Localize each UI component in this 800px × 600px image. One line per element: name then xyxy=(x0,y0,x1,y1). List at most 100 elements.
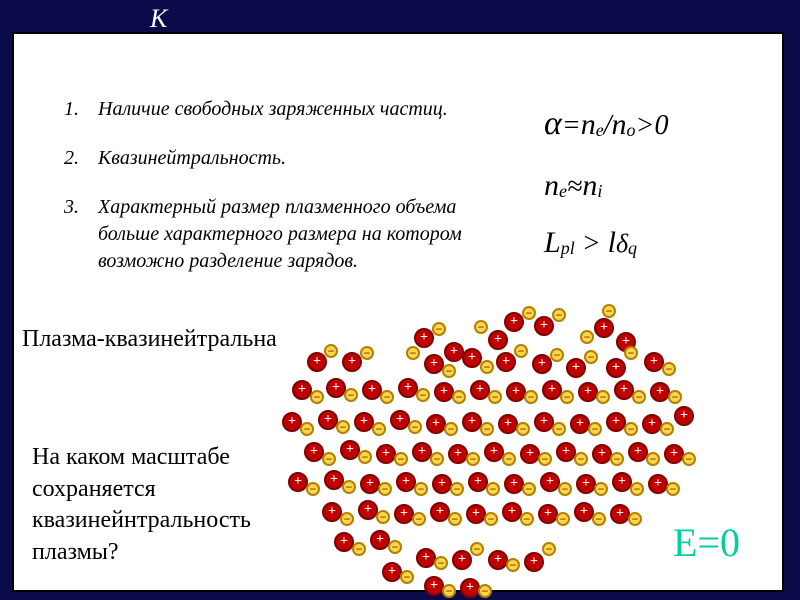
positive-ion-icon: + xyxy=(592,444,612,464)
positive-ion-icon: + xyxy=(318,410,338,430)
formula-density: ne≈ni xyxy=(544,157,668,214)
electron-icon: − xyxy=(336,420,350,434)
positive-ion-icon: + xyxy=(498,414,518,434)
positive-ion-icon: + xyxy=(434,382,454,402)
content-panel: 1. Наличие свободных заряженных частиц. … xyxy=(12,32,784,592)
electron-icon: − xyxy=(430,452,444,466)
positive-ion-icon: + xyxy=(324,470,344,490)
electron-icon: − xyxy=(514,344,528,358)
positive-ion-icon: + xyxy=(414,328,434,348)
positive-ion-icon: + xyxy=(390,410,410,430)
electron-icon: − xyxy=(434,556,448,570)
electron-icon: − xyxy=(522,482,536,496)
positive-ion-icon: + xyxy=(610,504,630,524)
electron-icon: − xyxy=(610,452,624,466)
electron-icon: − xyxy=(558,482,572,496)
electron-icon: − xyxy=(660,422,674,436)
positive-ion-icon: + xyxy=(576,474,596,494)
positive-ion-icon: + xyxy=(468,472,488,492)
properties-list: 1. Наличие свободных заряженных частиц. … xyxy=(64,96,504,297)
positive-ion-icon: + xyxy=(396,472,416,492)
electron-icon: − xyxy=(580,330,594,344)
electron-icon: − xyxy=(474,320,488,334)
positive-ion-icon: + xyxy=(644,352,664,372)
electron-icon: − xyxy=(594,482,608,496)
positive-ion-icon: + xyxy=(376,444,396,464)
item-text: Характерный размер плазменного объема бо… xyxy=(98,194,504,275)
quasi-neutral-label: Плазма-квазинейтральна xyxy=(22,326,277,353)
item-text: Наличие свободных заряженных частиц. xyxy=(98,96,448,123)
positive-ion-icon: + xyxy=(460,578,480,598)
electron-icon: − xyxy=(378,482,392,496)
positive-ion-icon: + xyxy=(360,474,380,494)
electron-icon: − xyxy=(502,452,516,466)
positive-ion-icon: + xyxy=(462,348,482,368)
positive-ion-icon: + xyxy=(326,378,346,398)
electron-icon: − xyxy=(628,512,642,526)
positive-ion-icon: + xyxy=(578,382,598,402)
positive-ion-icon: + xyxy=(488,550,508,570)
electron-icon: − xyxy=(380,390,394,404)
electron-icon: − xyxy=(520,512,534,526)
electron-icon: − xyxy=(588,422,602,436)
positive-ion-icon: + xyxy=(462,412,482,432)
positive-ion-icon: + xyxy=(648,474,668,494)
positive-ion-icon: + xyxy=(394,504,414,524)
positive-ion-icon: + xyxy=(504,474,524,494)
electron-icon: − xyxy=(596,390,610,404)
electron-icon: − xyxy=(432,322,446,336)
electron-icon: − xyxy=(632,390,646,404)
positive-ion-icon: + xyxy=(424,354,444,374)
electron-icon: − xyxy=(388,540,402,554)
electron-icon: − xyxy=(324,344,338,358)
formula-block: α=ne/no>0 ne≈ni Lpl > lδq xyxy=(544,92,668,271)
electron-icon: − xyxy=(662,362,676,376)
electron-icon: − xyxy=(538,452,552,466)
electron-icon: − xyxy=(416,388,430,402)
electron-icon: − xyxy=(400,570,414,584)
positive-ion-icon: + xyxy=(532,354,552,374)
positive-ion-icon: + xyxy=(362,380,382,400)
positive-ion-icon: + xyxy=(282,412,302,432)
electron-icon: − xyxy=(300,422,314,436)
electron-icon: − xyxy=(470,542,484,556)
positive-ion-icon: + xyxy=(448,444,468,464)
electron-icon: − xyxy=(342,480,356,494)
positive-ion-icon: + xyxy=(540,472,560,492)
positive-ion-icon: + xyxy=(674,406,694,426)
electron-icon: − xyxy=(448,512,462,526)
positive-ion-icon: + xyxy=(520,444,540,464)
positive-ion-icon: + xyxy=(288,472,308,492)
positive-ion-icon: + xyxy=(412,442,432,462)
positive-ion-icon: + xyxy=(444,342,464,362)
positive-ion-icon: + xyxy=(488,330,508,350)
electron-icon: − xyxy=(442,584,456,598)
electron-icon: − xyxy=(624,346,638,360)
positive-ion-icon: + xyxy=(606,412,626,432)
electron-icon: − xyxy=(466,452,480,466)
electron-icon: − xyxy=(682,452,696,466)
positive-ion-icon: + xyxy=(416,548,436,568)
scale-question: На каком масштабе сохраняетсяквазинейнтр… xyxy=(32,442,251,569)
positive-ion-icon: + xyxy=(342,352,362,372)
positive-ion-icon: + xyxy=(614,380,634,400)
electron-icon: − xyxy=(486,482,500,496)
positive-ion-icon: + xyxy=(484,442,504,462)
positive-ion-icon: + xyxy=(432,474,452,494)
electron-icon: − xyxy=(376,510,390,524)
electron-icon: − xyxy=(552,422,566,436)
positive-ion-icon: + xyxy=(398,378,418,398)
positive-ion-icon: + xyxy=(538,504,558,524)
positive-ion-icon: + xyxy=(556,442,576,462)
positive-ion-icon: + xyxy=(358,500,378,520)
positive-ion-icon: + xyxy=(574,502,594,522)
positive-ion-icon: + xyxy=(594,318,614,338)
positive-ion-icon: + xyxy=(628,442,648,462)
positive-ion-icon: + xyxy=(566,358,586,378)
electron-icon: − xyxy=(480,422,494,436)
positive-ion-icon: + xyxy=(340,440,360,460)
positive-ion-icon: + xyxy=(382,562,402,582)
electron-icon: − xyxy=(358,450,372,464)
positive-ion-icon: + xyxy=(322,502,342,522)
positive-ion-icon: + xyxy=(534,316,554,336)
